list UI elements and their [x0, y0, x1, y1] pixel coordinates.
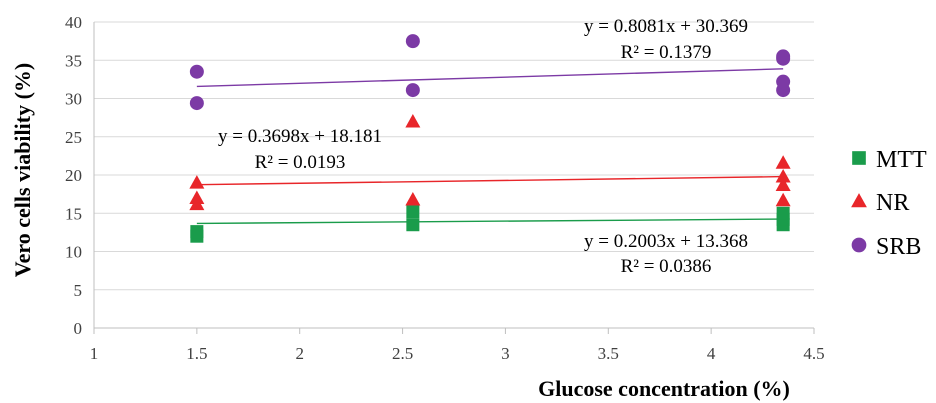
- x-tick-label: 3: [501, 344, 510, 363]
- data-points: [189, 34, 791, 243]
- y-tick-label: 35: [65, 51, 82, 70]
- r-squared-nr: R² = 0.0193: [255, 152, 346, 173]
- y-axis-title: Vero cells viability (%): [10, 63, 35, 277]
- legend-marker-srb: [851, 237, 867, 253]
- legend-item-mtt: MTT: [852, 147, 927, 173]
- trendline-equations: y = 0.2003x + 13.368 R² = 0.0386 y = 0.369…: [218, 16, 748, 277]
- point-nr: [405, 191, 421, 206]
- legend: MTT NR SRB: [851, 147, 927, 260]
- point-srb: [405, 34, 420, 49]
- tick-labels: 0 5 10 15 20 25 30 35 40 1 1.5 2 2.5 3 3.5 4 4.5: [65, 13, 825, 363]
- trendline-srb: [196, 68, 784, 88]
- grid-lines: [94, 21, 814, 291]
- x-axis-title: Glucose concentration (%): [538, 376, 790, 401]
- legend-item-srb: SRB: [851, 234, 921, 260]
- point-mtt: [190, 225, 204, 239]
- point-srb: [405, 83, 420, 98]
- point-nr: [189, 175, 205, 189]
- x-tick-label: 1.5: [186, 344, 207, 363]
- x-tick-label: 1: [90, 344, 99, 363]
- trendlines: [196, 68, 784, 225]
- point-srb: [189, 64, 204, 79]
- y-tick-label: 25: [65, 128, 82, 147]
- legend-item-nr: NR: [851, 190, 909, 216]
- y-tick-label: 20: [65, 166, 82, 185]
- point-mtt: [776, 206, 790, 220]
- point-nr: [405, 113, 421, 128]
- y-tick-label: 0: [74, 319, 83, 338]
- legend-label-nr: NR: [876, 190, 909, 216]
- equation-nr: y = 0.3698x + 18.181: [218, 126, 382, 147]
- y-tick-label: 40: [65, 13, 82, 32]
- y-tick-label: 15: [65, 204, 82, 223]
- x-tick-label: 2.5: [392, 344, 413, 363]
- r-squared-mtt: R² = 0.0386: [621, 256, 712, 277]
- legend-label-srb: SRB: [876, 234, 921, 260]
- trendline-mtt: [196, 218, 784, 225]
- trendline-nr: [196, 175, 784, 186]
- r-squared-srb: R² = 0.1379: [621, 42, 712, 63]
- point-mtt: [406, 218, 420, 232]
- point-nr: [775, 169, 791, 183]
- legend-label-mtt: MTT: [876, 147, 927, 173]
- x-tick-label: 2: [295, 344, 304, 363]
- legend-marker-mtt: [852, 151, 866, 165]
- y-tick-label: 30: [65, 90, 82, 109]
- point-nr: [775, 155, 791, 169]
- point-nr: [775, 192, 791, 207]
- x-tick-label: 3.5: [598, 344, 619, 363]
- point-nr: [775, 177, 791, 191]
- x-tick-label: 4: [707, 344, 716, 363]
- equation-srb: y = 0.8081x + 30.369: [584, 16, 748, 37]
- point-srb: [776, 74, 791, 89]
- point-nr: [189, 190, 205, 204]
- y-tick-label: 10: [65, 243, 82, 262]
- legend-marker-nr: [851, 193, 867, 208]
- x-tick-label: 4.5: [803, 344, 824, 363]
- point-srb: [189, 96, 204, 111]
- point-mtt: [406, 205, 420, 219]
- equation-mtt: y = 0.2003x + 13.368: [584, 231, 748, 252]
- point-srb: [776, 49, 791, 64]
- axes: [93, 22, 815, 334]
- y-tick-label: 5: [74, 281, 83, 300]
